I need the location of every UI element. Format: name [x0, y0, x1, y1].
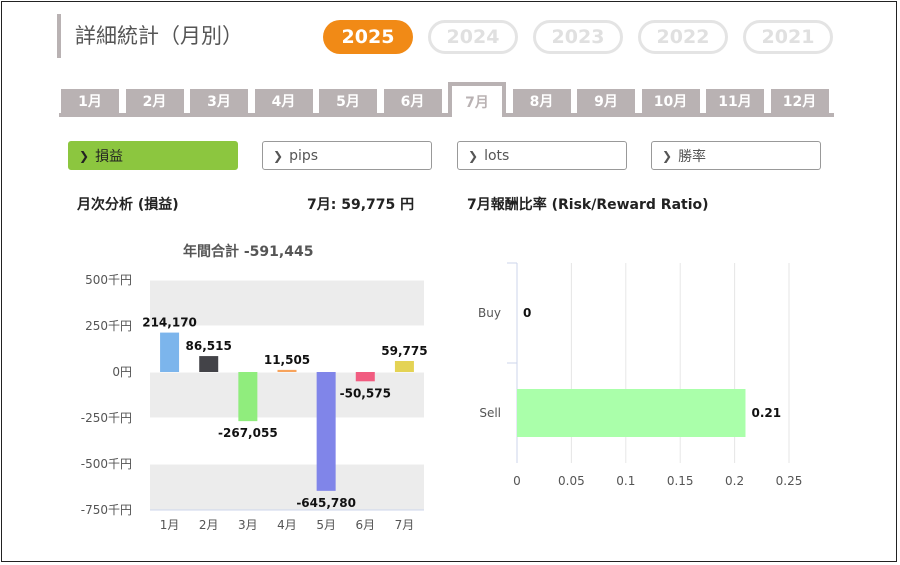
tab-month-5[interactable]: 5月	[319, 89, 377, 113]
tab-month-4[interactable]: 4月	[254, 89, 313, 113]
x-tick-label: 0	[513, 474, 521, 488]
bar-Sell[interactable]	[517, 389, 746, 437]
data-label: 59,775	[381, 344, 427, 358]
y-tick-label: Buy	[478, 306, 501, 320]
x-tick-label: 3月	[238, 518, 258, 532]
y-tick-label: -500千円	[81, 457, 132, 471]
y-tick-label: 250千円	[85, 319, 132, 333]
tab-month-7[interactable]: 7月	[448, 82, 506, 117]
risk-reward-chart: 0 0.05 0.1 0.15 0.2 0.25 Buy 0 Sell 0.21	[478, 262, 803, 488]
bar-6月[interactable]	[355, 372, 375, 382]
bar-5月[interactable]	[316, 372, 336, 491]
grid-band	[150, 464, 424, 510]
data-label: -50,575	[340, 386, 391, 400]
metric-label: 勝率	[678, 148, 707, 165]
x-tick-label: 0.1	[616, 474, 635, 488]
year-button-0[interactable]: 2025	[323, 20, 413, 54]
x-tick-label: 0.2	[725, 474, 744, 488]
y-tick-label: -750千円	[81, 503, 132, 517]
data-label: 11,505	[264, 353, 310, 367]
metric-button-3[interactable]: ❯ 勝率	[651, 141, 821, 170]
metric-button-2[interactable]: ❯ lots	[457, 141, 627, 170]
metric-button-1[interactable]: ❯ pips	[262, 141, 432, 170]
year-button-2[interactable]: 2023	[533, 20, 623, 54]
tab-month-8[interactable]: 8月	[512, 89, 571, 113]
tab-month-3[interactable]: 3月	[190, 89, 248, 113]
chevron-right-icon: ❯	[79, 148, 90, 163]
data-label: -267,055	[218, 426, 278, 440]
tab-month-12[interactable]: 12月	[770, 89, 829, 113]
page-title: 詳細統計（月別）	[75, 24, 243, 48]
chevron-right-icon: ❯	[468, 148, 479, 163]
x-tick-label: 7月	[395, 518, 415, 532]
year-button-4[interactable]: 2021	[743, 20, 833, 54]
grid-band	[150, 280, 424, 326]
x-tick-label: 0.25	[776, 474, 803, 488]
data-label: 86,515	[186, 339, 232, 353]
x-tick-label: 0.05	[558, 474, 585, 488]
monthly-heading: 月次分析 (損益)	[77, 197, 179, 213]
data-label: 0	[523, 306, 531, 320]
tab-month-6[interactable]: 6月	[383, 89, 442, 113]
bar-4月[interactable]	[277, 369, 297, 372]
month-summary: 7月: 59,775 円	[307, 197, 415, 213]
x-tick-label: 5月	[316, 518, 336, 532]
tab-month-1[interactable]: 1月	[61, 89, 119, 113]
data-label: -645,780	[296, 496, 356, 510]
chevron-right-icon: ❯	[662, 148, 673, 163]
x-tick-label: 4月	[277, 518, 297, 532]
y-tick-label: -250千円	[81, 411, 132, 425]
grid-band	[150, 372, 424, 418]
ratio-heading: 7月報酬比率 (Risk/Reward Ratio)	[467, 197, 709, 213]
tab-month-11[interactable]: 11月	[706, 89, 764, 113]
metric-label: 損益	[95, 148, 124, 165]
bar-2月[interactable]	[199, 356, 219, 372]
monthly-pnl-chart: 500千円 250千円 0円 -250千円 -500千円 -750千円 214,170 1月 8…	[81, 273, 428, 532]
x-tick-label: 1月	[160, 518, 180, 532]
tab-month-2[interactable]: 2月	[125, 89, 184, 113]
tab-month-9[interactable]: 9月	[577, 89, 635, 113]
y-tick-label: 0円	[112, 365, 132, 379]
data-label: 0.21	[751, 406, 781, 420]
metric-label: lots	[484, 147, 510, 164]
data-label: 214,170	[142, 316, 197, 330]
year-button-3[interactable]: 2022	[638, 20, 728, 54]
bar-1月[interactable]	[160, 332, 180, 372]
title-bar: 詳細統計（月別）	[57, 14, 243, 58]
tab-month-10[interactable]: 10月	[641, 89, 700, 113]
year-button-1[interactable]: 2024	[428, 20, 518, 54]
x-tick-label: 0.15	[667, 474, 694, 488]
bar-7月[interactable]	[394, 361, 414, 372]
metric-button-0[interactable]: ❯ 損益	[68, 141, 238, 170]
tabs-underline	[59, 113, 834, 117]
chevron-right-icon: ❯	[273, 148, 284, 163]
metric-label: pips	[289, 147, 319, 164]
x-tick-label: 2月	[199, 518, 219, 532]
bar-3月[interactable]	[238, 372, 258, 422]
x-tick-label: 6月	[355, 518, 375, 532]
chart-title: 年間合計 -591,445	[183, 244, 314, 260]
y-tick-label: 500千円	[85, 273, 132, 287]
y-tick-label: Sell	[479, 406, 501, 420]
